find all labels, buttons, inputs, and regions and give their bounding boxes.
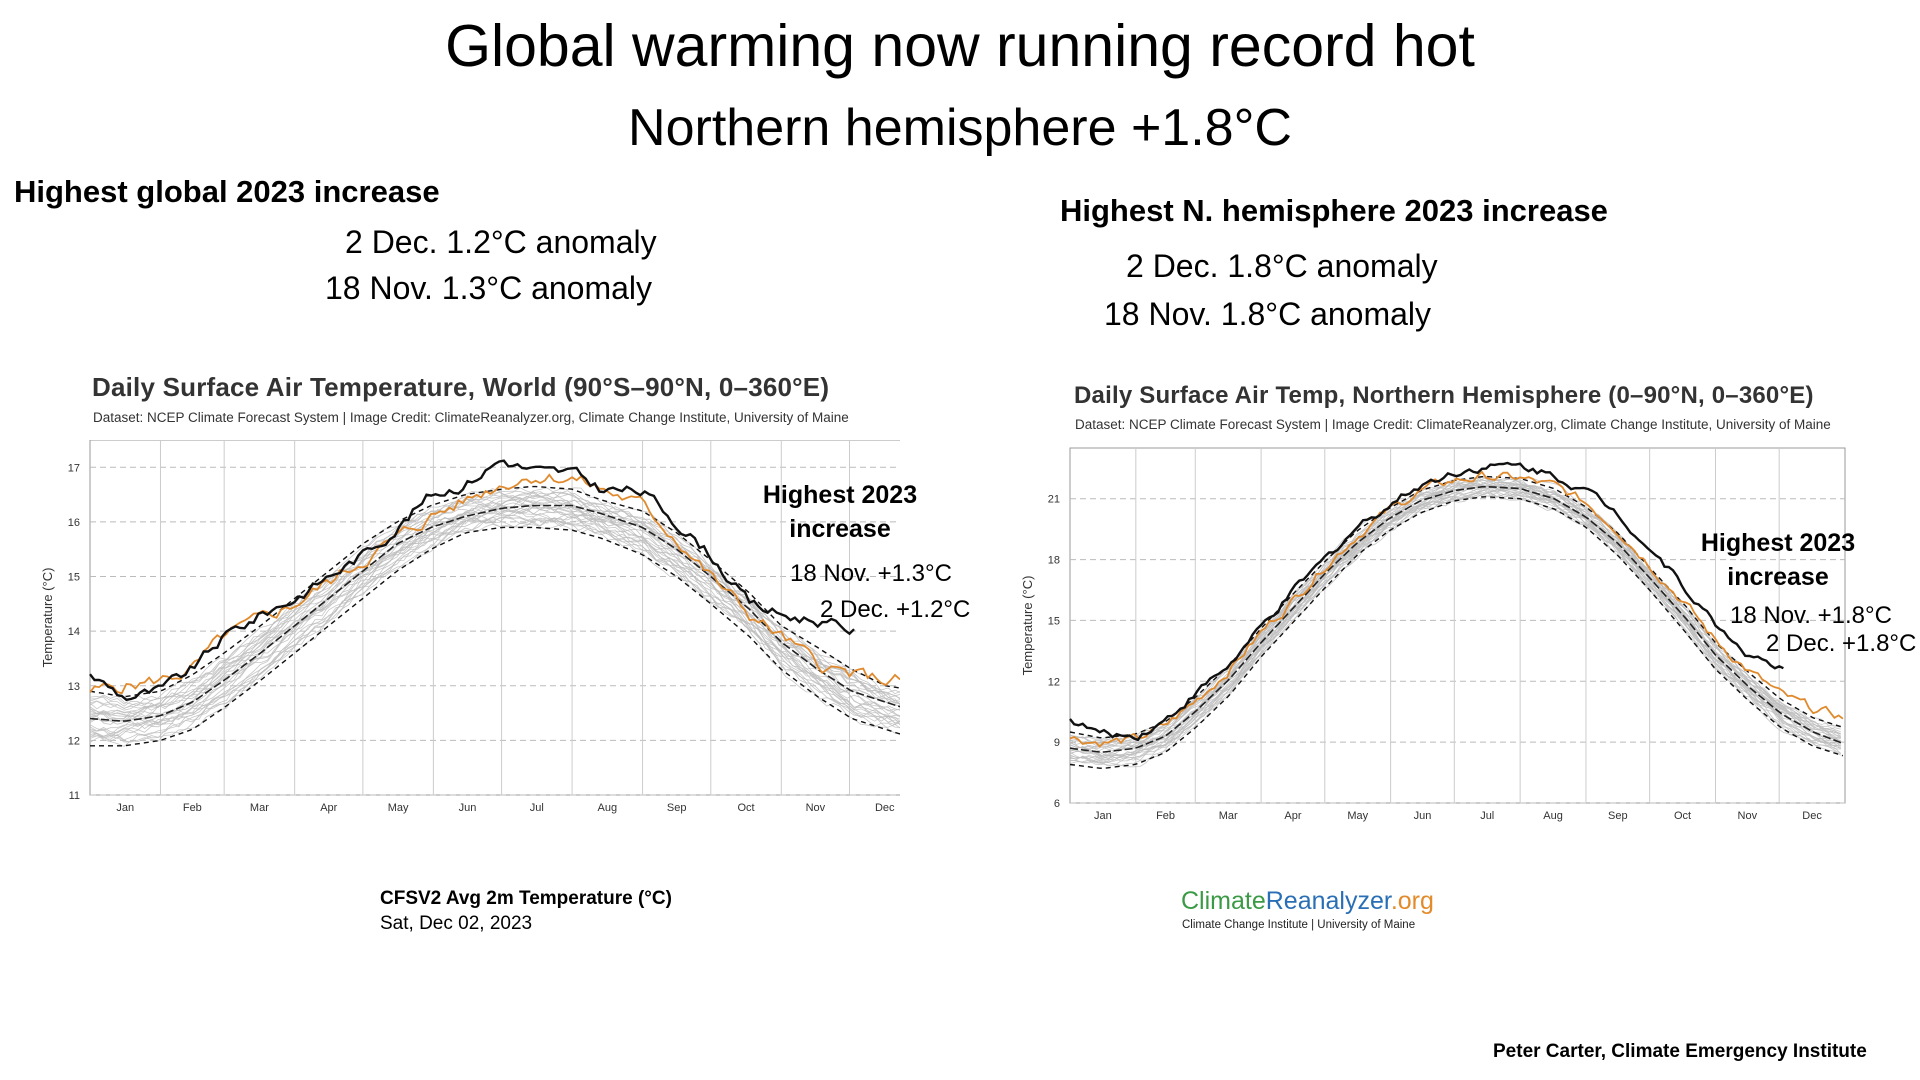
historical-year-line <box>1069 476 1841 745</box>
right-annotation-line2: 2 Dec. +1.8°C <box>1766 630 1917 657</box>
chart1-world-temperature: 11 12 13 14 15 16 17 Jan Feb Mar Apr May Jun Jul Aug Se… <box>40 440 900 814</box>
y-axis-label: Temperature (°C) <box>40 568 55 668</box>
x-tick-label: Jul <box>530 802 544 814</box>
logo-part-reanalyzer: Reanalyzer <box>1265 887 1391 915</box>
x-tick-label: Aug <box>598 802 618 814</box>
cfs-date: Sat, Dec 02, 2023 <box>380 913 533 934</box>
slide-title: Global warming now running record hot <box>445 13 1475 79</box>
y-tick-label: 18 <box>1048 555 1060 567</box>
logo-part-climate: Climate <box>1181 887 1266 915</box>
y-tick-label: 6 <box>1054 798 1060 810</box>
historical-year-line <box>1069 482 1841 756</box>
left-annotation-line2: 2 Dec. +1.2°C <box>820 596 971 623</box>
right-annotation-heading: Highest 2023 increase <box>1683 526 1873 594</box>
logo-part-org: .org <box>1390 887 1434 915</box>
historical-year-line <box>89 517 900 743</box>
x-tick-label: Apr <box>1284 810 1301 822</box>
author-credit: Peter Carter, Climate Emergency Institut… <box>1493 1041 1867 1062</box>
left-annotation-line1: 18 Nov. +1.3°C <box>790 560 952 587</box>
y-tick-label: 17 <box>68 462 80 474</box>
x-tick-label: Oct <box>1674 810 1691 822</box>
climatereanalyzer-logo: ClimateReanalyzer.org <box>1181 887 1434 916</box>
y-tick-label: 16 <box>68 517 80 529</box>
y-tick-label: 13 <box>68 681 80 693</box>
historical-year-line <box>1069 477 1841 744</box>
x-tick-label: Aug <box>1543 810 1563 822</box>
chart1-dataset: Dataset: NCEP Climate Forecast System | … <box>93 410 849 425</box>
historical-year-line <box>89 487 900 707</box>
historical-year-line <box>1069 489 1841 768</box>
chart2-title: Daily Surface Air Temp, Northern Hemisph… <box>1074 382 1814 409</box>
y-tick-label: 12 <box>1048 676 1060 688</box>
historical-year-line <box>89 512 900 741</box>
x-tick-label: May <box>1347 810 1368 822</box>
x-tick-label: Jun <box>459 802 477 814</box>
historical-year-line <box>89 505 900 731</box>
cfs-heading: CFSV2 Avg 2m Temperature (°C) <box>380 888 672 909</box>
series-max-dashed <box>89 485 900 698</box>
x-tick-label: Jan <box>116 802 134 814</box>
right-block-line1: 2 Dec. 1.8°C anomaly <box>1126 248 1438 284</box>
historical-year-line <box>89 508 900 734</box>
series-max-dashed <box>1069 475 1844 739</box>
y-axis-label: Temperature (°C) <box>1020 576 1035 676</box>
chart1-title: Daily Surface Air Temperature, World (90… <box>92 372 830 402</box>
right-block-heading: Highest N. hemisphere 2023 increase <box>1060 193 1608 228</box>
x-tick-label: Dec <box>875 802 895 814</box>
left-block-line2: 18 Nov. 1.3°C anomaly <box>325 270 653 306</box>
series-2023 <box>89 459 855 702</box>
historical-year-line <box>1069 477 1841 747</box>
series-min-dashed <box>90 526 900 747</box>
y-tick-label: 21 <box>1048 494 1060 506</box>
left-block-heading: Highest global 2023 increase <box>14 174 440 209</box>
right-annotation-heading-line1: Highest 2023 <box>1700 529 1856 557</box>
chart2-nh-temperature: 6 9 12 15 18 21 Jan Feb Mar Apr May Jun Jul Aug Sep Oct… <box>1020 447 1846 822</box>
left-annotation-heading-line2: increase <box>789 515 891 543</box>
historical-year-line <box>89 516 900 743</box>
series-min-dashed <box>1069 496 1844 770</box>
historical-year-line <box>89 491 900 717</box>
x-tick-label: Oct <box>737 802 754 814</box>
right-annotation-heading-line2: increase <box>1727 563 1829 591</box>
x-tick-label: Jul <box>1480 810 1494 822</box>
y-tick-label: 11 <box>69 790 80 802</box>
right-block-line2: 18 Nov. 1.8°C anomaly <box>1104 296 1432 332</box>
historical-year-line <box>89 497 900 725</box>
x-tick-label: Feb <box>183 802 202 814</box>
left-block-line1: 2 Dec. 1.2°C anomaly <box>345 224 657 260</box>
left-annotation-heading-line1: Highest 2023 <box>762 481 918 509</box>
x-tick-label: Sep <box>1608 810 1628 822</box>
series-2022 <box>89 473 900 695</box>
right-annotation-line1: 18 Nov. +1.8°C <box>1730 602 1892 629</box>
historical-year-line <box>89 488 900 707</box>
x-tick-label: Jan <box>1094 810 1112 822</box>
x-tick-label: Jun <box>1414 810 1432 822</box>
left-annotation-heading: Highest 2023 increase <box>745 478 935 546</box>
historical-year-line <box>89 506 900 737</box>
series-mean <box>89 504 900 722</box>
x-tick-label: Apr <box>320 802 337 814</box>
plot-area <box>1069 447 1846 804</box>
x-tick-label: Sep <box>667 802 687 814</box>
historical-year-line <box>89 507 900 726</box>
chart2-dataset: Dataset: NCEP Climate Forecast System | … <box>1075 417 1831 432</box>
series-mean <box>1069 485 1844 753</box>
y-tick-label: 15 <box>68 572 80 584</box>
x-tick-label: Mar <box>250 802 269 814</box>
historical-year-line <box>89 514 900 737</box>
x-tick-label: Feb <box>1156 810 1175 822</box>
x-tick-label: Nov <box>1738 810 1758 822</box>
y-tick-label: 14 <box>68 626 80 638</box>
slide-subtitle: Northern hemisphere +1.8°C <box>628 99 1292 157</box>
x-tick-label: Dec <box>1802 810 1822 822</box>
logo-subtitle: Climate Change Institute | University of… <box>1182 919 1416 931</box>
y-tick-label: 15 <box>1048 615 1060 627</box>
y-tick-label: 9 <box>1054 737 1060 749</box>
series-2022 <box>1069 470 1844 748</box>
x-tick-label: Nov <box>806 802 826 814</box>
series-2023 <box>1069 461 1784 742</box>
y-tick-label: 12 <box>68 735 80 747</box>
x-tick-label: Mar <box>1219 810 1238 822</box>
x-tick-label: May <box>388 802 409 814</box>
